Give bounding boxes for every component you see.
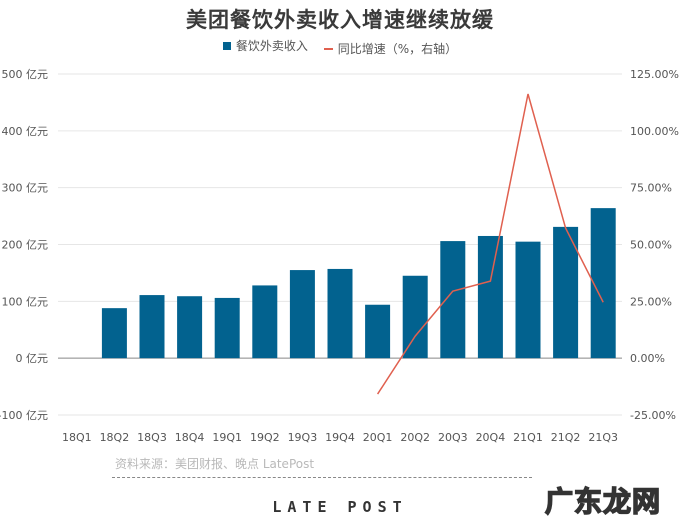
bar-20Q4 (477, 235, 503, 359)
chart-title: 美团餐饮外卖收入增速继续放缓 (186, 8, 494, 32)
x-axis-label: 20Q2 (400, 431, 430, 444)
bar-swatch-icon (222, 41, 231, 50)
x-axis-label: 19Q2 (250, 431, 280, 444)
bar-19Q3 (289, 270, 315, 359)
bar-18Q4 (177, 296, 203, 359)
x-axis-label: 19Q4 (325, 431, 355, 444)
x-axis-label: 18Q4 (175, 431, 205, 444)
left-axis-tick: 100 亿元 (2, 295, 49, 308)
bar-20Q1 (365, 304, 391, 359)
brand-logo: LATE POST (272, 498, 408, 516)
right-axis-tick: 0.00% (630, 352, 665, 365)
x-axis-label: 18Q1 (62, 431, 92, 444)
right-axis-tick: 125.00% (630, 68, 679, 81)
right-axis-tick: 25.00% (630, 295, 672, 308)
bar-21Q3 (590, 208, 616, 359)
left-axis-tick: 500 亿元 (2, 68, 49, 81)
line-swatch-icon (323, 47, 333, 50)
x-axis-label: 20Q4 (476, 431, 506, 444)
x-axis-label: 21Q1 (513, 431, 543, 444)
x-axis-label: 19Q1 (212, 431, 242, 444)
bar-19Q2 (252, 285, 278, 359)
legend-item-growth: 同比增速（%，右轴） (323, 40, 458, 57)
bar-21Q2 (553, 226, 579, 359)
x-axis-label: 21Q2 (551, 431, 581, 444)
bar-20Q3 (440, 241, 466, 359)
bar-21Q1 (515, 241, 541, 359)
left-axis-tick: 300 亿元 (2, 182, 49, 195)
right-axis-tick: 50.00% (630, 239, 672, 252)
watermark: 广东龙网 (544, 484, 662, 519)
legend-item-revenue: 餐饮外卖收入 (222, 37, 308, 54)
x-axis-label: 21Q3 (588, 431, 618, 444)
x-axis-label: 19Q3 (288, 431, 318, 444)
bar-18Q3 (139, 295, 165, 359)
bar-18Q2 (101, 308, 127, 359)
left-axis-tick: 400 亿元 (2, 125, 49, 138)
source-note: 资料来源：美团财报、晚点 LatePost (115, 457, 315, 471)
bar-20Q2 (402, 275, 428, 359)
right-axis-tick: -25.00% (630, 409, 676, 422)
x-axis-label: 18Q3 (137, 431, 167, 444)
bar-19Q4 (327, 268, 353, 359)
x-axis-label: 18Q2 (100, 431, 130, 444)
right-axis-tick: 75.00% (630, 182, 672, 195)
left-axis-tick: 200 亿元 (2, 239, 49, 252)
legend-label-growth: 同比增速（%，右轴） (337, 42, 458, 56)
right-axis-tick: 100.00% (630, 125, 679, 138)
growth-line (376, 93, 604, 395)
bar-19Q1 (214, 297, 240, 359)
x-axis-label: 20Q1 (363, 431, 393, 444)
left-axis-tick: -100 亿元 (0, 409, 48, 422)
x-axis-label: 20Q3 (438, 431, 468, 444)
chart-legend: 餐饮外卖收入 同比增速（%，右轴） (0, 37, 680, 57)
left-axis-tick: 0 亿元 (16, 352, 49, 365)
dotted-divider (112, 477, 532, 478)
legend-label-revenue: 餐饮外卖收入 (235, 39, 308, 53)
